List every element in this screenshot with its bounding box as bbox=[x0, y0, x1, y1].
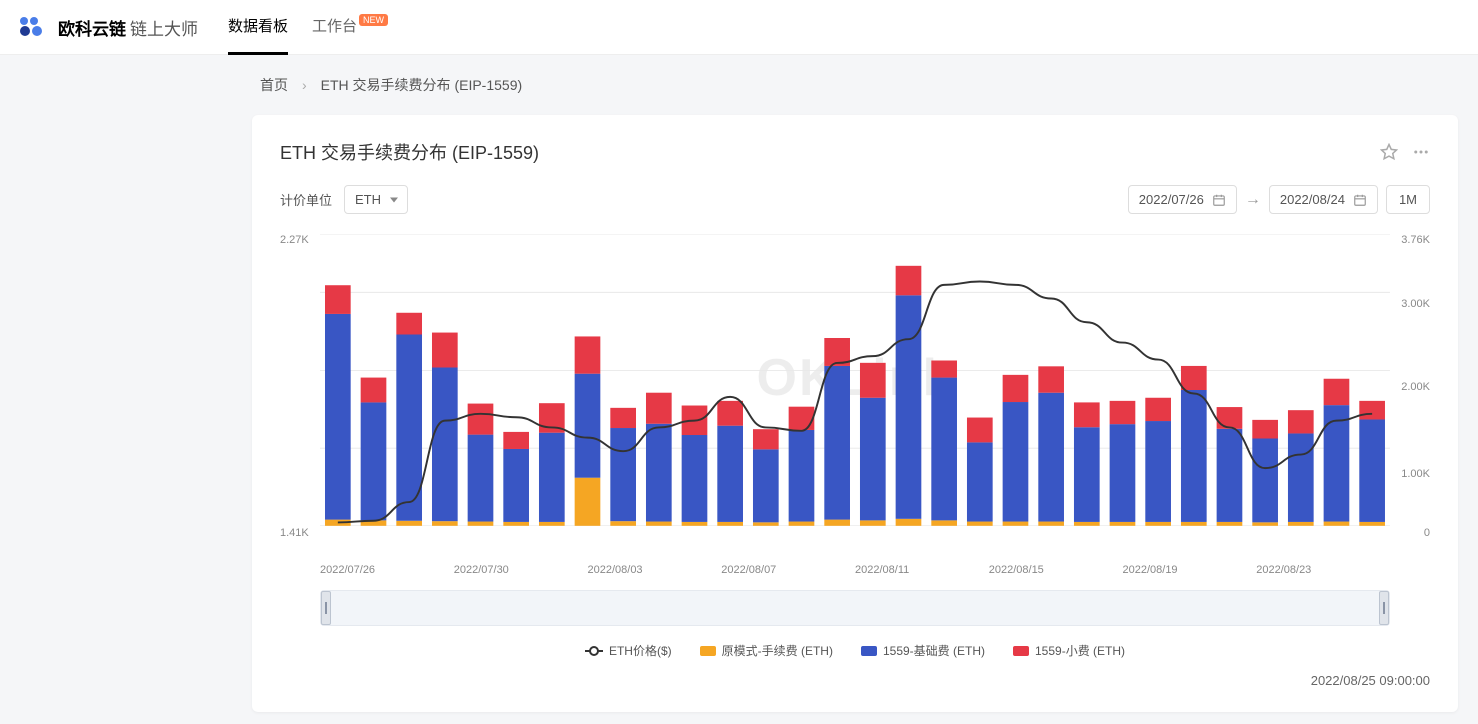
y-right-tick: 1.00K bbox=[1401, 468, 1430, 480]
date-end-text: 2022/08/24 bbox=[1280, 192, 1345, 207]
x-label: 2022/07/26 bbox=[320, 564, 454, 576]
y-right-tick: 3.76K bbox=[1401, 234, 1430, 246]
star-icon[interactable] bbox=[1380, 143, 1398, 161]
x-label: 2022/08/15 bbox=[989, 564, 1123, 576]
x-label: 2022/08/11 bbox=[855, 564, 989, 576]
breadcrumb-page: ETH 交易手续费分布 (EIP-1559) bbox=[321, 75, 522, 95]
legend-orange[interactable]: 原模式-手续费 (ETH) bbox=[700, 642, 833, 659]
range-handle-right[interactable] bbox=[1379, 591, 1389, 625]
legend-red[interactable]: 1559-小费 (ETH) bbox=[1013, 642, 1125, 659]
nav-workspace-label: 工作台 bbox=[312, 18, 357, 35]
y-right-tick: 2.00K bbox=[1401, 381, 1430, 393]
breadcrumb: 首页 › ETH 交易手续费分布 (EIP-1559) bbox=[0, 55, 1478, 105]
panel-title: ETH 交易手续费分布 (EIP-1559) bbox=[280, 139, 539, 165]
range-button[interactable]: 1M bbox=[1386, 185, 1430, 214]
date-start[interactable]: 2022/07/26 bbox=[1128, 185, 1237, 214]
legend-box-icon bbox=[700, 646, 716, 656]
nav-dashboard[interactable]: 数据看板 bbox=[228, 0, 288, 55]
brand-sub: 链上大师 bbox=[130, 15, 198, 40]
calendar-icon bbox=[1353, 193, 1367, 207]
legend-box-icon bbox=[1013, 646, 1029, 656]
x-label: 2022/08/03 bbox=[588, 564, 722, 576]
chart: 2.27K 1.41K 3.76K 3.00K 2.00K 1.00K 0 OK… bbox=[280, 234, 1430, 554]
breadcrumb-home[interactable]: 首页 bbox=[260, 75, 288, 95]
brand-name: 欧科云链 bbox=[58, 15, 126, 40]
y-right-tick: 0 bbox=[1424, 527, 1430, 539]
legend-box-icon bbox=[861, 646, 877, 656]
legend-blue[interactable]: 1559-基础费 (ETH) bbox=[861, 642, 985, 659]
badge-new: NEW bbox=[359, 14, 388, 26]
x-label: 2022/08/07 bbox=[721, 564, 855, 576]
date-end[interactable]: 2022/08/24 bbox=[1269, 185, 1378, 214]
brand-logo[interactable]: 欧科云链 链上大师 bbox=[20, 15, 198, 40]
date-start-text: 2022/07/26 bbox=[1139, 192, 1204, 207]
calendar-icon bbox=[1212, 193, 1226, 207]
chart-canvas bbox=[320, 234, 1390, 526]
x-label: 2022/08/23 bbox=[1256, 564, 1390, 576]
breadcrumb-sep: › bbox=[302, 77, 307, 93]
legend-price[interactable]: ETH价格($) bbox=[585, 642, 672, 659]
nav-workspace[interactable]: 工作台NEW bbox=[312, 0, 386, 55]
x-label: 2022/07/30 bbox=[454, 564, 588, 576]
unit-select[interactable]: ETH bbox=[344, 185, 408, 214]
range-slider[interactable] bbox=[320, 590, 1390, 626]
unit-label: 计价单位 bbox=[280, 190, 332, 209]
more-icon[interactable] bbox=[1412, 143, 1430, 161]
x-axis-labels: 2022/07/262022/07/302022/08/032022/08/07… bbox=[280, 564, 1430, 576]
date-arrow: → bbox=[1245, 191, 1261, 209]
y-left-top: 2.27K bbox=[280, 234, 309, 246]
y-right-tick: 3.00K bbox=[1401, 298, 1430, 310]
legend-line-icon bbox=[585, 650, 603, 652]
legend: ETH价格($) 原模式-手续费 (ETH) 1559-基础费 (ETH) 15… bbox=[280, 642, 1430, 659]
range-handle-left[interactable] bbox=[321, 591, 331, 625]
timestamp: 2022/08/25 09:00:00 bbox=[280, 673, 1430, 688]
y-left-bottom: 1.41K bbox=[280, 527, 309, 539]
x-label: 2022/08/19 bbox=[1123, 564, 1257, 576]
